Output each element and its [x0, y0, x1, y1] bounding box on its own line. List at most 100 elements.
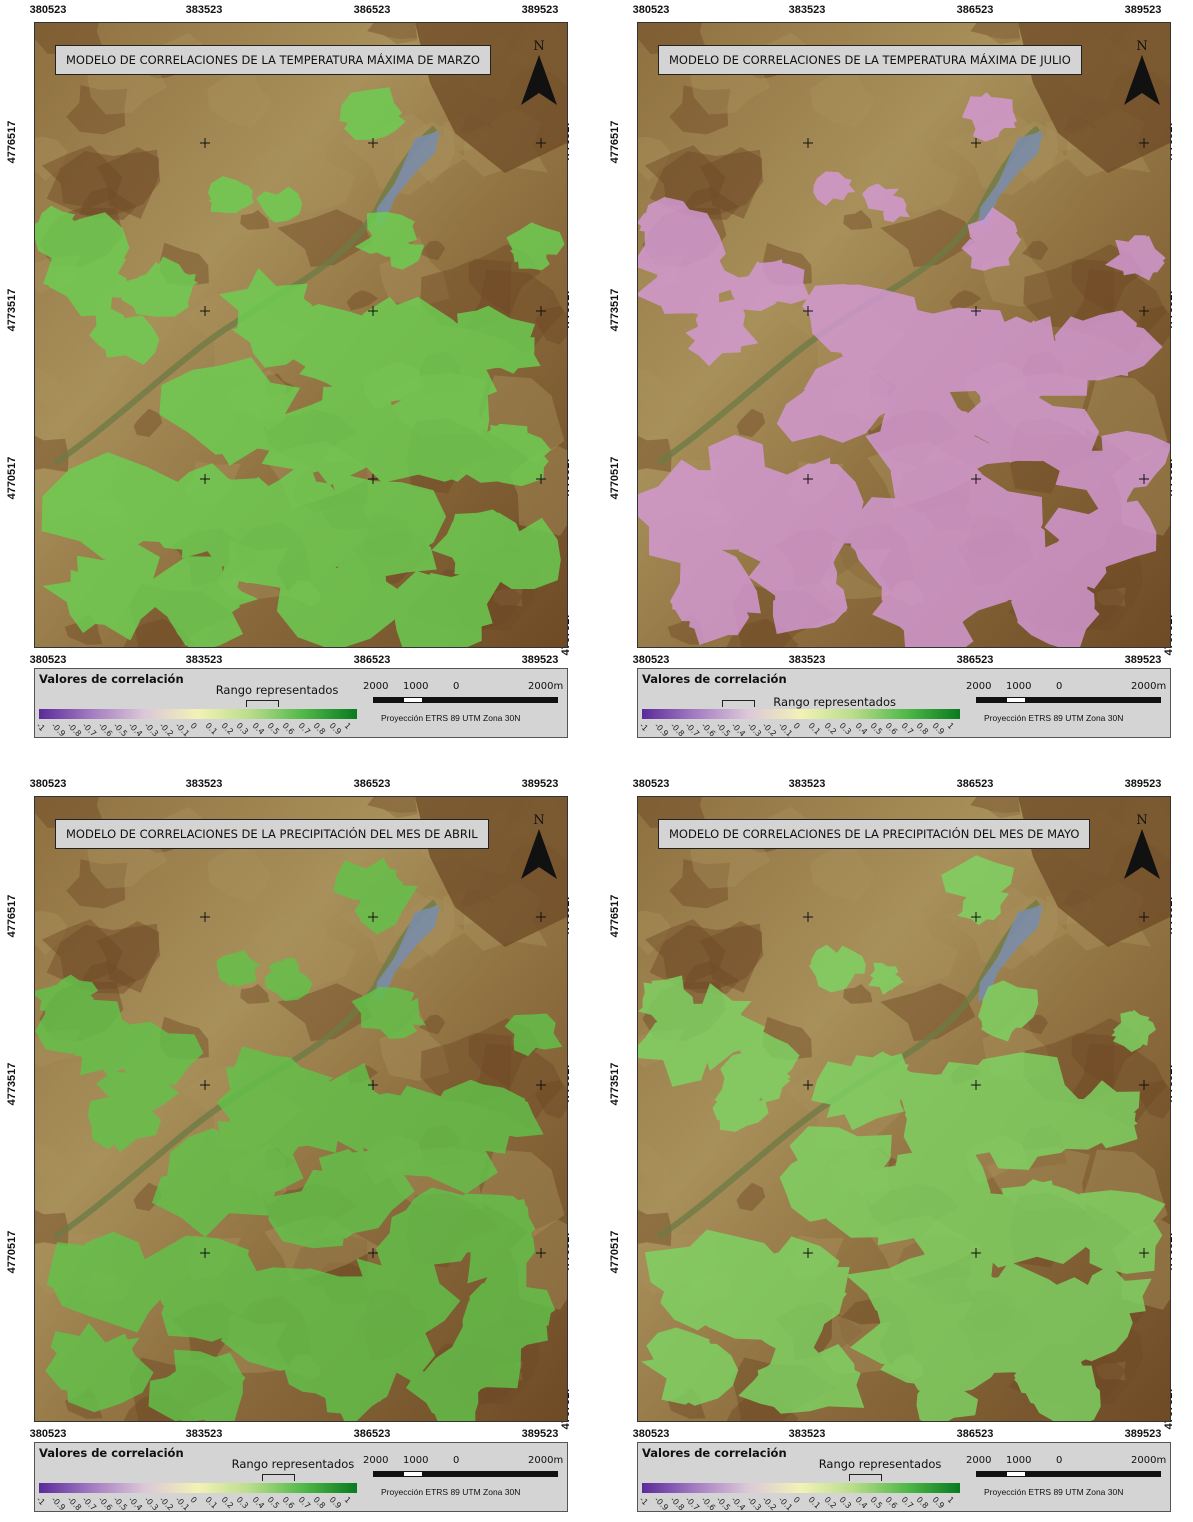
ramp-tick-label: -0.1: [173, 1495, 191, 1513]
terrain-relief: [207, 843, 272, 903]
ramp-tick-label: 0.1: [807, 1495, 823, 1511]
terrain-relief: [493, 587, 523, 607]
legend-box: Valores de correlación Rango representado…: [34, 668, 568, 738]
legend-title: Valores de correlación: [39, 672, 184, 686]
ramp-tick-label: 0.3: [234, 721, 251, 737]
scale-label: 1000: [403, 681, 429, 692]
terrain-relief: [669, 85, 731, 135]
correlation-overlay: [638, 92, 1170, 647]
ramp-tick-label: 0.7: [296, 721, 312, 737]
ramp-ticks: -1 -0.9 -0.8 -0.7 -0.6 -0.5 -0.4 -0.3 -0.2 -0.1 0 0…: [35, 721, 357, 739]
map-title: MODELO DE CORRELACIONES DE LA TEMPERATUR…: [55, 45, 491, 75]
scale-label: 2000m: [528, 1455, 564, 1466]
x-coord-bottom-label: 389523: [521, 654, 559, 666]
x-coord-bottom-label: 383523: [185, 654, 223, 666]
ramp-tick-label: -0.4: [730, 1495, 748, 1513]
x-coord-bottom-label: 383523: [788, 654, 826, 666]
terrain-relief: [277, 209, 373, 267]
scale-label: 2000: [966, 1455, 992, 1466]
ramp-tick-label: 0.7: [899, 721, 915, 737]
panel-marzo: 380523 380523 383523 383523 386523 386523 3895…: [0, 0, 572, 745]
ramp-tick-label: 0.1: [204, 721, 220, 737]
ramp-tick-label: -0.9: [653, 1495, 671, 1513]
x-coord-top-label: 383523: [788, 4, 826, 16]
x-coord-bottom-label: 386523: [353, 1428, 391, 1440]
ramp-tick-label: -0.2: [157, 721, 176, 739]
x-coord-top-label: 380523: [632, 4, 670, 16]
terrain-relief: [1096, 587, 1126, 607]
legend-title: Valores de correlación: [39, 1446, 184, 1460]
x-coord-bottom-label: 380523: [632, 654, 670, 666]
scale-label: 2000m: [1131, 681, 1167, 692]
ramp-tick-label: 0.5: [265, 721, 282, 737]
ramp-tick-label: 0.3: [234, 1495, 251, 1511]
legend-title: Valores de correlación: [642, 1446, 787, 1460]
y-coord-left-label: 4776517: [609, 120, 621, 164]
terrain-relief: [843, 984, 873, 1004]
ramp-tick-label: 0.4: [250, 1495, 266, 1511]
terrain-relief: [835, 990, 860, 1011]
scale-segment: [403, 1471, 423, 1477]
north-arrow-icon: N: [521, 813, 557, 881]
x-coord-top-label: 383523: [185, 778, 223, 790]
ramp-tick-label: -0.2: [760, 721, 779, 739]
scale-label: 2000: [966, 681, 992, 692]
reservoir: [978, 905, 1043, 1002]
ramp-tick-label: -0.7: [80, 1495, 99, 1513]
legend-box: Valores de correlación Rango representado…: [637, 1442, 1171, 1512]
scale-label: 2000: [363, 681, 389, 692]
scale-segment: [976, 1471, 1006, 1477]
terrain-relief: [649, 923, 764, 989]
north-label: N: [533, 813, 545, 828]
terrain-relief: [66, 85, 128, 135]
terrain-relief: [419, 240, 446, 261]
scale-bar: 2000 1000 0 2000m: [363, 681, 563, 711]
terrain-relief: [46, 923, 161, 989]
terrain-relief: [123, 618, 196, 647]
terrain-relief: [232, 216, 257, 237]
ramp-tick-label: -0.7: [683, 1495, 702, 1513]
ramp-tick-label: -0.5: [714, 1495, 733, 1513]
north-arrow-icon: N: [1124, 39, 1160, 107]
ramp-tick-label: -1: [34, 721, 47, 734]
scale-segment: [423, 1471, 453, 1477]
terrain-relief: [535, 1080, 567, 1119]
north-label: N: [533, 39, 545, 54]
terrain-relief: [535, 306, 567, 345]
scale-label: 0: [453, 681, 460, 692]
color-ramp: [39, 1483, 357, 1493]
scale-label: 0: [453, 1455, 460, 1466]
scale-label: 0: [1056, 1455, 1063, 1466]
color-ramp: [39, 709, 357, 719]
scale-segment: [373, 697, 403, 703]
ramp-tick-label: -0.7: [683, 721, 702, 739]
ramp-tick-label: 0: [188, 721, 199, 731]
scale-label: 0: [1056, 681, 1063, 692]
terrain-relief: [638, 136, 671, 182]
reservoir: [375, 905, 440, 1002]
x-coord-top-label: 383523: [185, 4, 223, 16]
scale-label: 2000: [363, 1455, 389, 1466]
terrain-relief: [42, 919, 123, 982]
ramp-tick-label: 0.1: [204, 1495, 220, 1511]
x-coord-bottom-label: 389523: [1124, 654, 1162, 666]
ramp-tick-label: -0.3: [745, 1495, 763, 1513]
ramp-tick-label: 0.2: [822, 1495, 838, 1511]
x-coord-top-label: 380523: [29, 778, 67, 790]
scale-bar: 2000 1000 0 2000m: [363, 1455, 563, 1485]
reservoir: [978, 131, 1043, 228]
terrain-map: MODELO DE CORRELACIONES DE LA TEMPERATUR…: [34, 22, 568, 648]
x-coord-bottom-label: 380523: [29, 1428, 67, 1440]
north-label: N: [1136, 813, 1148, 828]
range-label: Rango representados: [818, 1457, 942, 1471]
ramp-tick-label: -0.4: [127, 1495, 145, 1513]
x-coord-bottom-label: 386523: [353, 654, 391, 666]
scale-segment: [423, 697, 453, 703]
terrain-relief: [645, 919, 726, 982]
ramp-tick-label: -0.7: [80, 721, 99, 739]
y-coord-left-label: 4770517: [6, 1230, 18, 1274]
y-coord-left-label: 4776517: [6, 894, 18, 938]
ramp-tick-label: 1: [342, 721, 353, 731]
ramp-tick-label: 0.4: [853, 721, 869, 737]
ramp-tick-label: -0.5: [714, 721, 733, 739]
